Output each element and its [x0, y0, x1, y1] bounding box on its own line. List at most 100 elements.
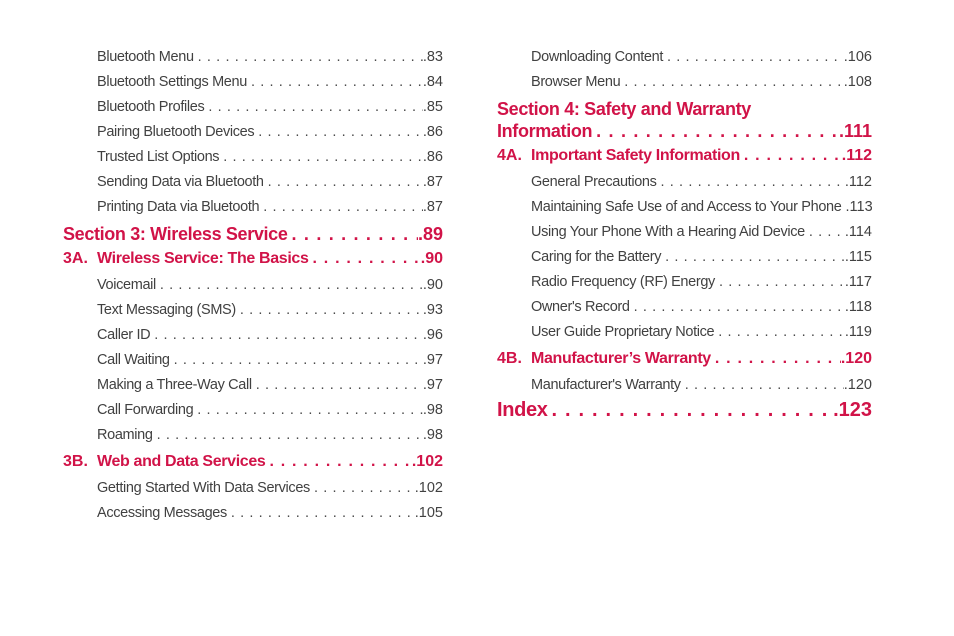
toc-subsection-number: 3A. — [63, 250, 88, 267]
toc-entry-label: Sending Data via Bluetooth — [97, 174, 264, 190]
toc-entry-label: Printing Data via Bluetooth — [97, 199, 260, 215]
toc-subsection-page: 90 — [421, 248, 443, 270]
toc-entry-page: 96 — [423, 323, 443, 348]
toc-entry: Making a Three-Way Call 97 — [63, 373, 443, 398]
toc-entry-page: 90 — [423, 273, 443, 298]
dot-leader — [259, 195, 423, 220]
dot-leader — [805, 220, 845, 245]
toc-section-label-line2: Information — [497, 121, 593, 141]
dot-leader — [663, 45, 844, 70]
toc-entry-page: 98 — [423, 398, 443, 423]
dot-leader — [657, 170, 845, 195]
dot-leader — [309, 248, 421, 270]
dot-leader — [170, 348, 423, 373]
toc-entry: Accessing Messages 105 — [63, 501, 443, 526]
toc-column-right: Downloading Content 106 Browser Menu 108… — [497, 45, 873, 526]
dot-leader — [236, 298, 423, 323]
toc-entry-page: 86 — [423, 145, 443, 170]
toc-entry: General Precautions 112 — [497, 170, 872, 195]
toc-subsection-page: 112 — [842, 145, 872, 167]
toc-entry-page: 84 — [423, 70, 443, 95]
toc-subsection-heading: 4B. Manufacturer’s Warranty 120 — [497, 348, 872, 370]
toc-entry: Radio Frequency (RF) Energy 117 — [497, 270, 872, 295]
toc-entry: User Guide Proprietary Notice 119 — [497, 320, 872, 345]
toc-entry-label: Bluetooth Profiles — [97, 99, 205, 115]
toc-entry-page: 105 — [415, 501, 443, 526]
toc-section-label: Section 3: Wireless Service — [63, 224, 288, 244]
toc-entry-label: Maintaining Safe Use of and Access to Yo… — [531, 199, 842, 215]
dot-leader — [265, 451, 411, 473]
toc-column-left: Bluetooth Menu 83 Bluetooth Settings Men… — [63, 45, 443, 526]
toc-page: Bluetooth Menu 83 Bluetooth Settings Men… — [0, 0, 954, 526]
toc-subsection-label: Wireless Service: The Basics — [97, 250, 309, 267]
toc-entry-label: User Guide Proprietary Notice — [531, 324, 715, 340]
toc-entry-label: Owner's Record — [531, 299, 630, 315]
toc-entry-label: Text Messaging (SMS) — [97, 302, 236, 318]
toc-subsection-heading: 4A. Important Safety Information 112 — [497, 145, 872, 167]
toc-entry-page: 112 — [845, 170, 872, 195]
toc-entry: Using Your Phone With a Hearing Aid Devi… — [497, 220, 872, 245]
dot-leader — [150, 323, 423, 348]
toc-entry-page: 97 — [423, 373, 443, 398]
toc-entry-label: Downloading Content — [531, 49, 663, 65]
toc-entry: Browser Menu 108 — [497, 70, 872, 95]
toc-section-heading: Section 4: Safety and Warranty Informati… — [497, 98, 872, 142]
toc-entry-page: 102 — [415, 476, 443, 501]
dot-leader — [548, 399, 834, 421]
toc-entry: Text Messaging (SMS) 93 — [63, 298, 443, 323]
dot-leader — [681, 373, 844, 398]
toc-entry: Manufacturer's Warranty 120 — [497, 373, 872, 398]
toc-subsection-number: 3B. — [63, 453, 88, 470]
toc-entry-page: 113 — [845, 195, 873, 220]
toc-entry-page: 115 — [845, 245, 872, 270]
toc-entry-page: 106 — [844, 45, 872, 70]
dot-leader — [254, 120, 423, 145]
toc-entry-label: General Precautions — [531, 174, 657, 190]
dot-leader — [204, 95, 422, 120]
toc-entry-page: 118 — [845, 295, 872, 320]
toc-entry-page: 97 — [423, 348, 443, 373]
toc-entry-page: 120 — [844, 373, 872, 398]
toc-entry-page: 87 — [423, 195, 443, 220]
dot-leader — [630, 295, 845, 320]
dot-leader — [252, 373, 423, 398]
dot-leader — [620, 70, 843, 95]
toc-entry-page: 98 — [423, 423, 443, 448]
toc-section-page: 111 — [839, 120, 872, 142]
dot-leader — [194, 45, 423, 70]
dot-leader — [714, 320, 845, 345]
toc-entry: Call Forwarding 98 — [63, 398, 443, 423]
toc-entry-label: Voicemail — [97, 277, 156, 293]
toc-section-label-line1: Section 4: Safety and Warranty — [497, 99, 751, 119]
toc-subsection-number: 4A. — [497, 147, 522, 164]
dot-leader — [740, 145, 842, 167]
toc-entry: Roaming 98 — [63, 423, 443, 448]
toc-entry-label: Call Forwarding — [97, 402, 194, 418]
dot-leader — [711, 348, 841, 370]
toc-entry-page: 85 — [423, 95, 443, 120]
toc-subsection-page: 120 — [841, 348, 872, 370]
toc-entry: Voicemail 90 — [63, 273, 443, 298]
toc-entry: Bluetooth Menu 83 — [63, 45, 443, 70]
toc-entry-label: Trusted List Options — [97, 149, 220, 165]
toc-entry-label: Manufacturer's Warranty — [531, 377, 681, 393]
toc-entry-page: 114 — [845, 220, 872, 245]
toc-subsection-label: Web and Data Services — [97, 453, 266, 470]
toc-entry-page: 93 — [423, 298, 443, 323]
toc-entry-label: Pairing Bluetooth Devices — [97, 124, 255, 140]
toc-entry-label: Making a Three-Way Call — [97, 377, 252, 393]
toc-entry: Bluetooth Profiles 85 — [63, 95, 443, 120]
toc-entry-label: Radio Frequency (RF) Energy — [531, 274, 715, 290]
toc-subsection-number: 4B. — [497, 350, 522, 367]
toc-entry-label: Caller ID — [97, 327, 151, 343]
toc-entry-label: Bluetooth Settings Menu — [97, 74, 247, 90]
dot-leader — [219, 145, 423, 170]
toc-index-entry: Index 123 — [497, 399, 872, 421]
toc-subsection-heading: 3A. Wireless Service: The Basics 90 — [63, 248, 443, 270]
toc-entry: Caller ID 96 — [63, 323, 443, 348]
toc-section-page: 89 — [418, 223, 443, 245]
dot-leader — [661, 245, 845, 270]
dot-leader — [247, 70, 423, 95]
toc-entry: Downloading Content 106 — [497, 45, 872, 70]
toc-entry-page: 108 — [844, 70, 872, 95]
